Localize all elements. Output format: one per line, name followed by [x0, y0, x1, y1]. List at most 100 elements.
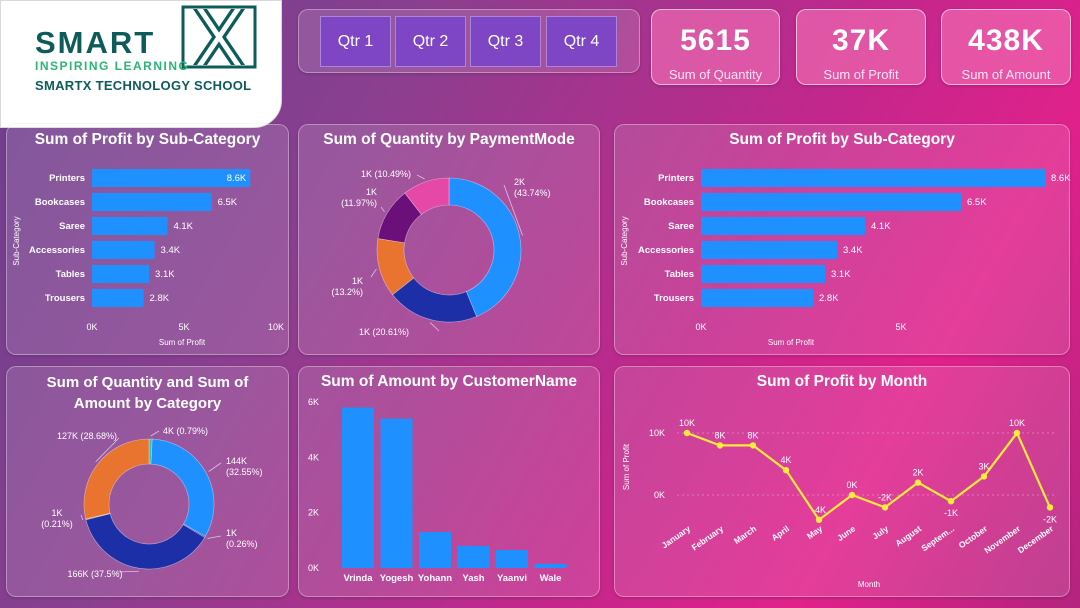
category-label: Tables [56, 269, 85, 280]
data-label: 3.4K [161, 245, 181, 256]
category-label: Accessories [29, 245, 85, 256]
donut-slice [83, 438, 150, 520]
bar [701, 241, 837, 259]
leader-line [116, 570, 139, 573]
x-tick-label: 5K [178, 322, 189, 332]
bar [496, 550, 528, 568]
kpi-quantity-label: Sum of Quantity [668, 67, 763, 82]
chart-title: Sum of Profit by Sub-Category [729, 131, 955, 148]
category-label: Bookcases [644, 197, 694, 208]
profit-month-chart-svg: 10K 0K Sum of Profit 10K January 8K February 8K… [622, 418, 1057, 589]
slice-label: 1K [366, 187, 377, 197]
bar [92, 241, 155, 259]
bar [92, 193, 212, 211]
slicer-button-qtr-4[interactable]: Qtr 4 [546, 16, 617, 67]
kpi-profit-value: 37K [831, 24, 891, 57]
x-tick-label: January [660, 523, 693, 550]
bar [342, 407, 374, 568]
data-label: 3.1K [155, 269, 175, 280]
slicer-button-qtr-1[interactable]: Qtr 1 [320, 16, 391, 67]
donut-slice [448, 177, 522, 317]
x-tick-label: November [982, 523, 1022, 555]
x-tick-label: Septem... [919, 523, 956, 553]
slice-label-pct: (32.55%) [226, 467, 263, 477]
bar [701, 193, 961, 211]
category-label: Yaanvi [497, 573, 527, 584]
y-tick-label: 0K [654, 490, 665, 500]
data-label: 10K [1009, 418, 1025, 428]
series-line [686, 430, 1052, 522]
quarter-slicer: Qtr 1 Qtr 2 Qtr 3 Qtr 4 [298, 9, 640, 73]
data-label: 4K [780, 455, 791, 465]
profit-subcategory-chart-right-svg: Sub-Category Printers 8.6K Bookcases 6.5K Sar… [620, 169, 1071, 347]
bar [534, 563, 567, 568]
y-tick-label: 0K [308, 563, 319, 573]
data-point [947, 498, 955, 505]
slice-label: 1K [226, 528, 237, 538]
y-tick-label: 2K [308, 508, 319, 518]
chart-title: Sum of Quantity and Sum of Amount by Cat… [7, 372, 288, 414]
profit-month-chart: Sum of Profit by Month 10K 0K Sum of Profi… [614, 366, 1070, 597]
data-point [1046, 504, 1054, 511]
data-label: 8.6K [1051, 173, 1071, 184]
data-label: 2.8K [819, 293, 839, 304]
data-label: 2.8K [150, 293, 170, 304]
chart-title: Sum of Amount by CustomerName [320, 373, 578, 390]
x-tick-label: 5K [895, 322, 906, 332]
data-label: 8K [714, 430, 725, 440]
data-label: 8.6K [227, 173, 247, 184]
data-label: -4K [812, 505, 826, 515]
slice-label: 1K [51, 508, 62, 518]
data-label: 2K [912, 468, 923, 478]
chart-title-line-2: Amount by Category [73, 395, 222, 412]
data-point [815, 516, 823, 523]
slice-label-pct: (13.2%) [331, 287, 363, 297]
brand-logo: SMART INSPIRING LEARNING SMARTX TECHNOLO… [0, 0, 282, 128]
x-tick-label: May [805, 523, 825, 541]
data-label: 3.1K [831, 269, 851, 280]
slice-label: 4K (0.79%) [163, 426, 208, 436]
slice-label: 127K (28.68%) [57, 431, 117, 441]
data-point [749, 442, 757, 449]
category-label: Trousers [45, 293, 85, 304]
bar [701, 169, 1045, 187]
amount-customer-chart-svg: 0K 2K 4K 6K Vrinda Yogesh Yohann Yash Yaanvi Wale [308, 397, 567, 584]
kpi-amount-label: Sum of Amount [961, 67, 1051, 82]
slice-label: 1K (10.49%) [361, 169, 411, 179]
chart-title: Sum of Profit by Sub-Category [34, 131, 261, 148]
donut-slice [404, 177, 450, 215]
data-point [683, 429, 691, 437]
data-point [1013, 429, 1021, 437]
kpi-card-profit: 37K Sum of Profit [796, 9, 926, 85]
slice-label-pct: (0.21%) [41, 519, 73, 529]
data-point [782, 467, 790, 474]
category-label: Bookcases [35, 197, 85, 208]
brand-x-mark-icon [181, 5, 257, 69]
slicer-button-qtr-2[interactable]: Qtr 2 [395, 16, 466, 67]
brand-school-name: SMARTX TECHNOLOGY SCHOOL [35, 78, 252, 93]
amount-customer-chart: Sum of Amount by CustomerName 0K 2K 4K 6K Vr… [298, 366, 600, 597]
category-label: Printers [49, 173, 85, 184]
category-label: Accessories [638, 245, 694, 256]
category-label: Saree [59, 221, 85, 232]
y-tick-label: 6K [308, 397, 319, 407]
kpi-quantity-value: 5615 [680, 24, 751, 57]
chart-title: Sum of Quantity by PaymentMode [323, 131, 575, 148]
bar [92, 169, 251, 187]
x-tick-label: 10K [268, 322, 284, 332]
profit-subcategory-chart-left-svg: Sub-Category Printers 8.6K Bookcases 6.5K Sar… [12, 169, 284, 347]
category-label: Saree [668, 221, 694, 232]
qty-amount-category-chart: Sum of Quantity and Sum of Amount by Cat… [6, 366, 289, 597]
quantity-paymentmode-chart-svg: 2K(43.74%)1K (20.61%)1K(13.2%)1K(11.97%)… [331, 169, 550, 337]
slicer-button-qtr-3[interactable]: Qtr 3 [470, 16, 541, 67]
x-tick-label: March [732, 523, 758, 546]
leader-line [416, 174, 425, 180]
bar [457, 545, 490, 568]
data-point [848, 491, 856, 499]
leader-line [150, 430, 160, 437]
data-label: -2K [1043, 514, 1057, 524]
leader-line [429, 322, 440, 332]
x-tick-label: July [870, 523, 890, 541]
category-label: Yogesh [380, 573, 414, 584]
x-tick-label: April [770, 523, 792, 542]
